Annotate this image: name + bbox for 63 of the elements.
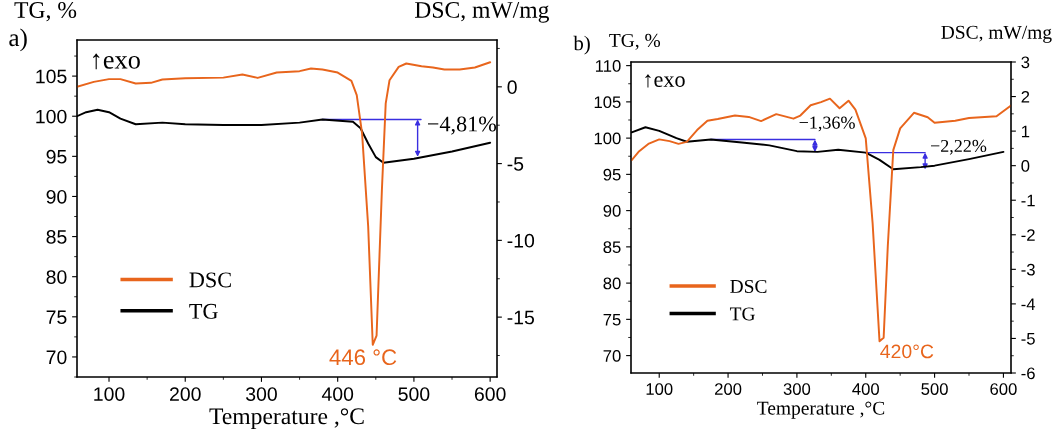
y-axis-title: TG, % bbox=[609, 33, 661, 50]
y-tick-label: 80 bbox=[46, 270, 67, 284]
text: a) bbox=[9, 28, 27, 52]
y-tick-label: 95 bbox=[46, 149, 67, 164]
y-tick-label: 105 bbox=[594, 96, 621, 109]
y-tick-label: 70 bbox=[46, 350, 67, 365]
legend-label: DSC bbox=[730, 279, 767, 293]
x-tick-label: 400 bbox=[852, 383, 879, 395]
text: b) bbox=[573, 35, 590, 55]
y-tick-label: 80 bbox=[603, 277, 621, 290]
x-tick-label: 300 bbox=[783, 383, 811, 395]
x-tick-label: 400 bbox=[321, 387, 354, 401]
legend-label: TG bbox=[729, 307, 755, 321]
x-tick-label: 500 bbox=[398, 387, 430, 401]
x-tick-label: 600 bbox=[990, 383, 1017, 395]
x-tick-label: 100 bbox=[646, 383, 673, 395]
y2-tick-label: 1 bbox=[1021, 125, 1030, 138]
y-tick-label: 110 bbox=[595, 60, 621, 72]
y-axis-title: TG, % bbox=[14, 2, 77, 22]
y2-tick-label: -5 bbox=[507, 157, 524, 171]
legend-label: DSC bbox=[189, 272, 231, 288]
y2-tick-label: -1 bbox=[1021, 194, 1035, 207]
y2-tick-label: 3 bbox=[1021, 56, 1030, 69]
x-axis-title: Temperature ,°C bbox=[209, 408, 364, 430]
x-tick-label: 200 bbox=[715, 383, 742, 395]
annotation: ↑exo bbox=[93, 53, 140, 70]
y2-tick-label: -4 bbox=[1021, 298, 1036, 310]
y-tick-label: 85 bbox=[603, 241, 621, 254]
x-axis-title: Temperature ,°C bbox=[757, 401, 885, 419]
y2-tick-label: 0 bbox=[507, 80, 517, 95]
y-tick-label: 75 bbox=[603, 313, 621, 326]
legend-label: TG bbox=[189, 303, 218, 319]
line-series bbox=[631, 97, 1011, 343]
y2-tick-label: 2 bbox=[1021, 90, 1030, 103]
y-tick-label: 70 bbox=[603, 350, 621, 362]
y-tick-label: 90 bbox=[603, 205, 621, 217]
y-tick-label: 75 bbox=[46, 310, 67, 325]
annotation: 420°C bbox=[880, 344, 934, 359]
annotation: −4,81% bbox=[427, 116, 497, 135]
annotation: −1,36% bbox=[799, 116, 855, 132]
y-tick-label: 85 bbox=[46, 230, 67, 244]
x-tick-label: 300 bbox=[245, 387, 277, 401]
y-tick-label: 105 bbox=[36, 69, 67, 84]
y2-axis-title: DSC, mW/mg bbox=[415, 2, 549, 23]
y2-tick-label: -10 bbox=[507, 233, 535, 248]
y2-axis-title: DSC, mW/mg bbox=[941, 25, 1052, 43]
y-tick-label: 100 bbox=[36, 109, 67, 124]
y-tick-label: 90 bbox=[46, 189, 67, 204]
y2-tick-label: 0 bbox=[1021, 160, 1030, 172]
y2-tick-label: -6 bbox=[1021, 367, 1035, 380]
y2-tick-label: -5 bbox=[1021, 333, 1035, 345]
x-tick-label: 100 bbox=[94, 387, 125, 401]
x-tick-label: 200 bbox=[170, 387, 201, 401]
annotation: 446 °C bbox=[329, 349, 397, 366]
annotation: ↑exo bbox=[645, 74, 685, 88]
y2-tick-label: -3 bbox=[1021, 263, 1035, 276]
y2-tick-label: -15 bbox=[507, 310, 535, 325]
x-tick-label: 600 bbox=[474, 387, 506, 401]
annotation: −2,22% bbox=[930, 139, 987, 155]
y-tick-label: 95 bbox=[603, 168, 621, 181]
y2-tick-label: -2 bbox=[1021, 229, 1035, 241]
y-tick-label: 100 bbox=[594, 132, 621, 145]
x-tick-label: 500 bbox=[921, 383, 948, 395]
